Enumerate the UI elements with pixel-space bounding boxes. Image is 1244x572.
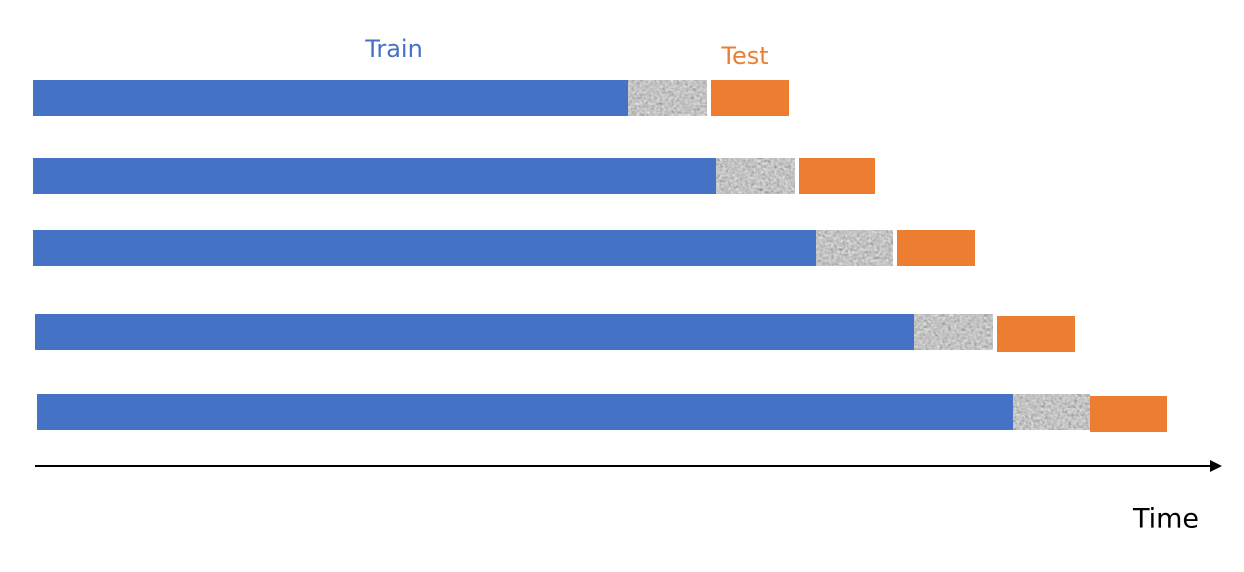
fold-3	[33, 230, 975, 266]
train-bar	[33, 80, 628, 116]
test-bar	[799, 158, 875, 194]
test-bar	[1090, 396, 1167, 432]
train-bar	[33, 230, 816, 266]
axis-label: Time	[1132, 504, 1199, 535]
train-bar	[35, 314, 914, 350]
fold-1	[33, 80, 789, 116]
train-bar	[33, 158, 716, 194]
test-label: Test	[720, 42, 768, 70]
gap-block	[1013, 394, 1090, 430]
gap-block	[914, 314, 993, 350]
train-label: Train	[364, 35, 423, 63]
gap-block	[716, 158, 795, 194]
train-bar	[37, 394, 1013, 430]
fold-2	[33, 158, 875, 194]
test-bar	[997, 316, 1075, 352]
test-bar	[711, 80, 789, 116]
fold-4	[35, 314, 1075, 352]
fold-5	[37, 394, 1167, 432]
gap-block	[816, 230, 893, 266]
gap-block	[628, 80, 707, 116]
test-bar	[897, 230, 975, 266]
